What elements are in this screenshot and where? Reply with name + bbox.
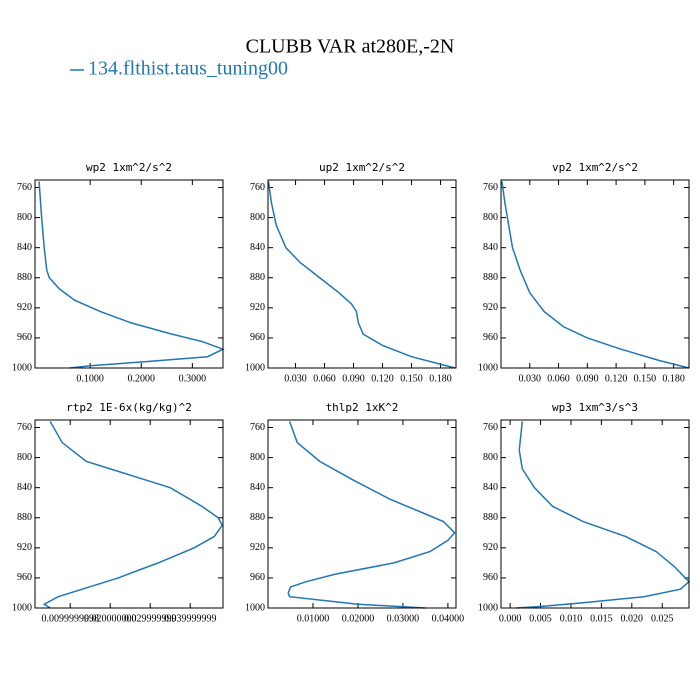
legend-label: 134.flthist.taus_tuning00 [88, 58, 288, 80]
x-tick-label: 0.005 [529, 613, 552, 624]
x-tick-label: 0.150 [634, 373, 657, 384]
x-tick-label: 0.025 [651, 613, 674, 624]
x-tick-label: 0.180 [429, 373, 452, 384]
x-tick-label: 0.010 [560, 613, 583, 624]
y-tick-label: 960 [250, 572, 265, 583]
subplot-title: rtp2 1E-6x(kg/kg)^2 [66, 401, 192, 414]
x-tick-label: 0.150 [400, 373, 423, 384]
x-tick-label: 0.039999999 [164, 613, 217, 624]
y-tick-label: 960 [250, 332, 265, 343]
y-tick-label: 880 [250, 512, 265, 523]
y-tick-label: 800 [17, 452, 32, 463]
x-tick-label: 0.000 [499, 613, 522, 624]
plot-frame [34, 419, 224, 609]
figure-title: CLUBB VAR at280E,-2N [246, 36, 455, 58]
y-tick-label: 760 [17, 422, 32, 433]
y-tick-label: 1000 [12, 602, 32, 613]
x-tick-label: 0.015 [590, 613, 613, 624]
y-tick-label: 880 [483, 512, 498, 523]
y-tick-label: 840 [17, 482, 32, 493]
x-tick-label: 0.2000 [128, 373, 156, 384]
y-tick-label: 1000 [245, 362, 265, 373]
subplot-title: wp2 1xm^2/s^2 [86, 161, 172, 174]
x-tick-label: 0.120 [605, 373, 628, 384]
x-tick-label: 0.060 [547, 373, 570, 384]
profile-line [42, 421, 224, 609]
y-tick-label: 800 [250, 452, 265, 463]
subplot-title: vp2 1xm^2/s^2 [552, 161, 638, 174]
y-tick-label: 760 [250, 182, 265, 193]
y-tick-label: 960 [483, 332, 498, 343]
plot-frame [500, 419, 690, 609]
subplot-title: thlp2 1xK^2 [326, 401, 399, 414]
y-tick-label: 1000 [245, 602, 265, 613]
y-tick-label: 800 [17, 212, 32, 223]
plot-frame [267, 419, 457, 609]
y-tick-label: 760 [483, 422, 498, 433]
x-tick-label: 0.1000 [76, 373, 104, 384]
x-tick-label: 0.0099999998 [41, 613, 99, 624]
y-tick-label: 760 [17, 182, 32, 193]
y-tick-label: 800 [250, 212, 265, 223]
x-tick-label: 0.030 [519, 373, 542, 384]
y-tick-label: 960 [17, 332, 32, 343]
y-tick-label: 920 [17, 542, 32, 553]
y-tick-label: 840 [483, 482, 498, 493]
subplot-title: wp3 1xm^3/s^3 [552, 401, 638, 414]
profile-line [38, 181, 225, 369]
x-tick-label: 0.02000 [342, 613, 375, 624]
y-tick-label: 800 [483, 452, 498, 463]
profile-line [501, 181, 690, 369]
y-tick-label: 880 [250, 272, 265, 283]
x-tick-label: 0.090 [576, 373, 599, 384]
subplot-title: up2 1xm^2/s^2 [319, 161, 405, 174]
y-tick-label: 840 [250, 482, 265, 493]
x-tick-label: 0.030 [284, 373, 307, 384]
profile-line [287, 421, 456, 609]
y-tick-label: 1000 [478, 602, 498, 613]
x-tick-label: 0.01000 [297, 613, 330, 624]
y-tick-label: 880 [483, 272, 498, 283]
y-tick-label: 840 [483, 242, 498, 253]
x-tick-label: 0.3000 [179, 373, 207, 384]
y-tick-label: 960 [17, 572, 32, 583]
y-tick-label: 1000 [478, 362, 498, 373]
x-tick-label: 0.020 [621, 613, 644, 624]
y-tick-label: 760 [250, 422, 265, 433]
y-tick-label: 920 [483, 302, 498, 313]
x-tick-label: 0.180 [662, 373, 685, 384]
y-tick-label: 1000 [12, 362, 32, 373]
plot-frame [34, 179, 224, 369]
y-tick-label: 880 [17, 272, 32, 283]
y-tick-label: 760 [483, 182, 498, 193]
profile-line [267, 181, 456, 369]
x-tick-label: 0.04000 [432, 613, 465, 624]
y-tick-label: 920 [17, 302, 32, 313]
x-tick-label: 0.060 [313, 373, 336, 384]
y-tick-label: 960 [483, 572, 498, 583]
y-tick-label: 920 [483, 542, 498, 553]
y-tick-label: 840 [17, 242, 32, 253]
y-tick-label: 880 [17, 512, 32, 523]
plot-frame [267, 179, 457, 369]
y-tick-label: 920 [250, 542, 265, 553]
x-tick-label: 0.029999999 [124, 613, 177, 624]
x-tick-label: 0.020000000 [84, 613, 137, 624]
y-tick-label: 920 [250, 302, 265, 313]
y-tick-label: 840 [250, 242, 265, 253]
x-tick-label: 0.120 [371, 373, 394, 384]
x-tick-label: 0.03000 [387, 613, 420, 624]
plot-frame [500, 179, 690, 369]
profile-line [516, 421, 691, 609]
x-tick-label: 0.090 [342, 373, 365, 384]
y-tick-label: 800 [483, 212, 498, 223]
